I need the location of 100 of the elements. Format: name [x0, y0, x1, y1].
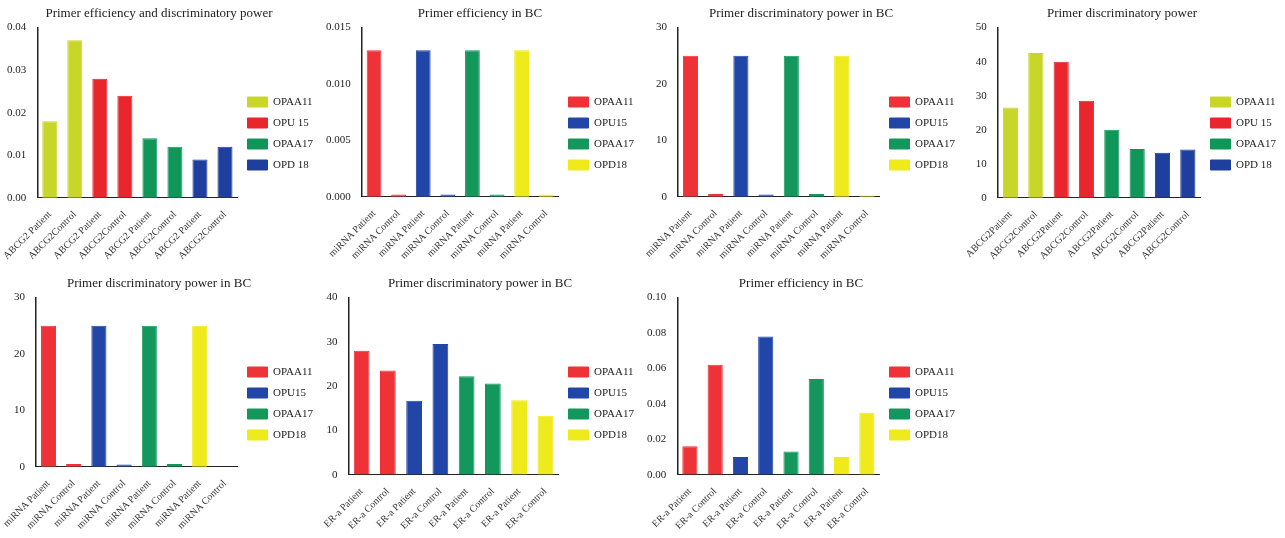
bar: [141, 325, 157, 467]
y-tick-label: 0.08: [647, 325, 667, 338]
legend-label: OPU15: [594, 385, 628, 398]
bar: [758, 336, 774, 475]
bar: [380, 370, 396, 475]
y-tick-label: 0.010: [326, 76, 352, 89]
legend-label: OPAA11: [915, 94, 955, 107]
legend-label: OPD 18: [273, 157, 310, 170]
y-tick-label: 0.005: [326, 133, 352, 146]
legend-label: OPU15: [273, 385, 307, 398]
y-tick-label: 0: [332, 467, 338, 480]
legend-label: OPAA17: [1236, 136, 1277, 149]
bar: [40, 325, 57, 467]
legend-label: OPAA17: [273, 406, 314, 419]
y-tick-label: 20: [326, 379, 338, 391]
chart-title: Primer discriminatory power in BC: [387, 275, 573, 291]
chart-title: Primer discriminatory power in BC: [708, 5, 894, 21]
bar: [117, 95, 133, 198]
legend-label: OPAA17: [915, 406, 956, 419]
bar: [1180, 149, 1196, 198]
chart-title: Primer efficiency in BC: [417, 5, 543, 21]
y-tick-label: 0.04: [647, 396, 667, 409]
bar: [67, 40, 83, 198]
chart-title: Primer discriminatory power in BC: [66, 275, 252, 291]
y-tick-label: 0.04: [7, 20, 27, 33]
y-tick-label: 0.02: [647, 432, 667, 445]
legend-label: OPAA11: [273, 364, 313, 377]
bar: [42, 121, 58, 198]
legend-label: OPU 15: [273, 115, 310, 128]
y-tick-label: 30: [655, 20, 668, 33]
bar: [537, 415, 554, 475]
bar: [1053, 61, 1069, 198]
y-tick-label: 0.00: [647, 467, 667, 480]
bar: [91, 325, 107, 467]
bar: [682, 55, 699, 197]
bar: [458, 376, 475, 475]
bar: [1078, 100, 1095, 198]
legend-label: OPAA11: [273, 94, 313, 107]
y-tick-label: 10: [13, 403, 26, 416]
bar: [167, 146, 183, 198]
legend-label: OPAA17: [594, 406, 635, 419]
bar: [485, 383, 501, 475]
bar: [707, 364, 723, 475]
bar: [406, 400, 422, 475]
bar: [92, 78, 108, 198]
legend-label: OPU 15: [1236, 115, 1273, 128]
y-tick-label: 20: [655, 76, 668, 89]
legend-label: OPAA17: [915, 136, 956, 149]
y-tick-label: 20: [975, 122, 988, 135]
y-tick-label: 0.01: [7, 148, 27, 161]
legend-label: OPD18: [915, 427, 949, 440]
y-tick-label: 0.06: [647, 361, 667, 374]
legend-label: OPAA11: [915, 364, 955, 377]
legend-label: OPD18: [594, 157, 628, 170]
bar: [1104, 129, 1120, 198]
bar: [733, 55, 749, 197]
bar: [1028, 53, 1044, 198]
legend-label: OPAA11: [594, 94, 634, 107]
chart-title: Primer discriminatory power: [1046, 5, 1198, 21]
y-tick-label: 20: [13, 346, 26, 359]
y-tick-label: 0: [981, 190, 988, 203]
legend-label: OPU15: [915, 115, 949, 128]
legend-label: OPD 18: [1236, 157, 1273, 170]
y-tick-label: 0.02: [7, 105, 27, 118]
y-tick-label: 50: [975, 20, 988, 33]
bar: [192, 325, 208, 467]
y-tick-label: 30: [975, 88, 988, 101]
bar: [1154, 152, 1171, 198]
bar: [217, 146, 233, 198]
y-tick-label: 0.015: [326, 20, 352, 33]
y-tick-label: 30: [13, 290, 26, 303]
legend-label: OPU15: [594, 115, 628, 128]
y-tick-label: 10: [975, 156, 988, 169]
bar: [783, 451, 799, 475]
legend-label: OPAA17: [273, 136, 314, 149]
bar: [1129, 149, 1145, 198]
legend-label: OPD18: [594, 427, 628, 440]
y-tick-label: 0: [661, 189, 668, 202]
legend-label: OPD18: [915, 157, 949, 170]
bar: [432, 344, 449, 475]
legend-label: OPAA11: [1236, 94, 1276, 107]
bar: [353, 350, 370, 475]
y-tick-label: 0: [19, 459, 26, 472]
y-tick-label: 0.03: [7, 63, 27, 76]
bar: [834, 55, 850, 197]
bar: [682, 446, 698, 475]
bar: [783, 55, 799, 197]
legend-label: OPD18: [273, 427, 307, 440]
chart-title: Primer efficiency and discriminatory power: [45, 5, 274, 21]
y-tick-label: 10: [655, 133, 668, 146]
chart-title: Primer efficiency in BC: [738, 275, 864, 291]
y-tick-label: 0.00: [7, 190, 27, 203]
legend-label: OPAA17: [594, 136, 635, 149]
y-tick-label: 10: [326, 423, 338, 436]
legend-label: OPAA11: [594, 364, 634, 377]
bar: [859, 412, 875, 475]
y-tick-label: 0.10: [647, 290, 667, 303]
bar: [192, 159, 208, 198]
bar: [808, 379, 824, 475]
y-tick-label: 40: [326, 290, 338, 303]
